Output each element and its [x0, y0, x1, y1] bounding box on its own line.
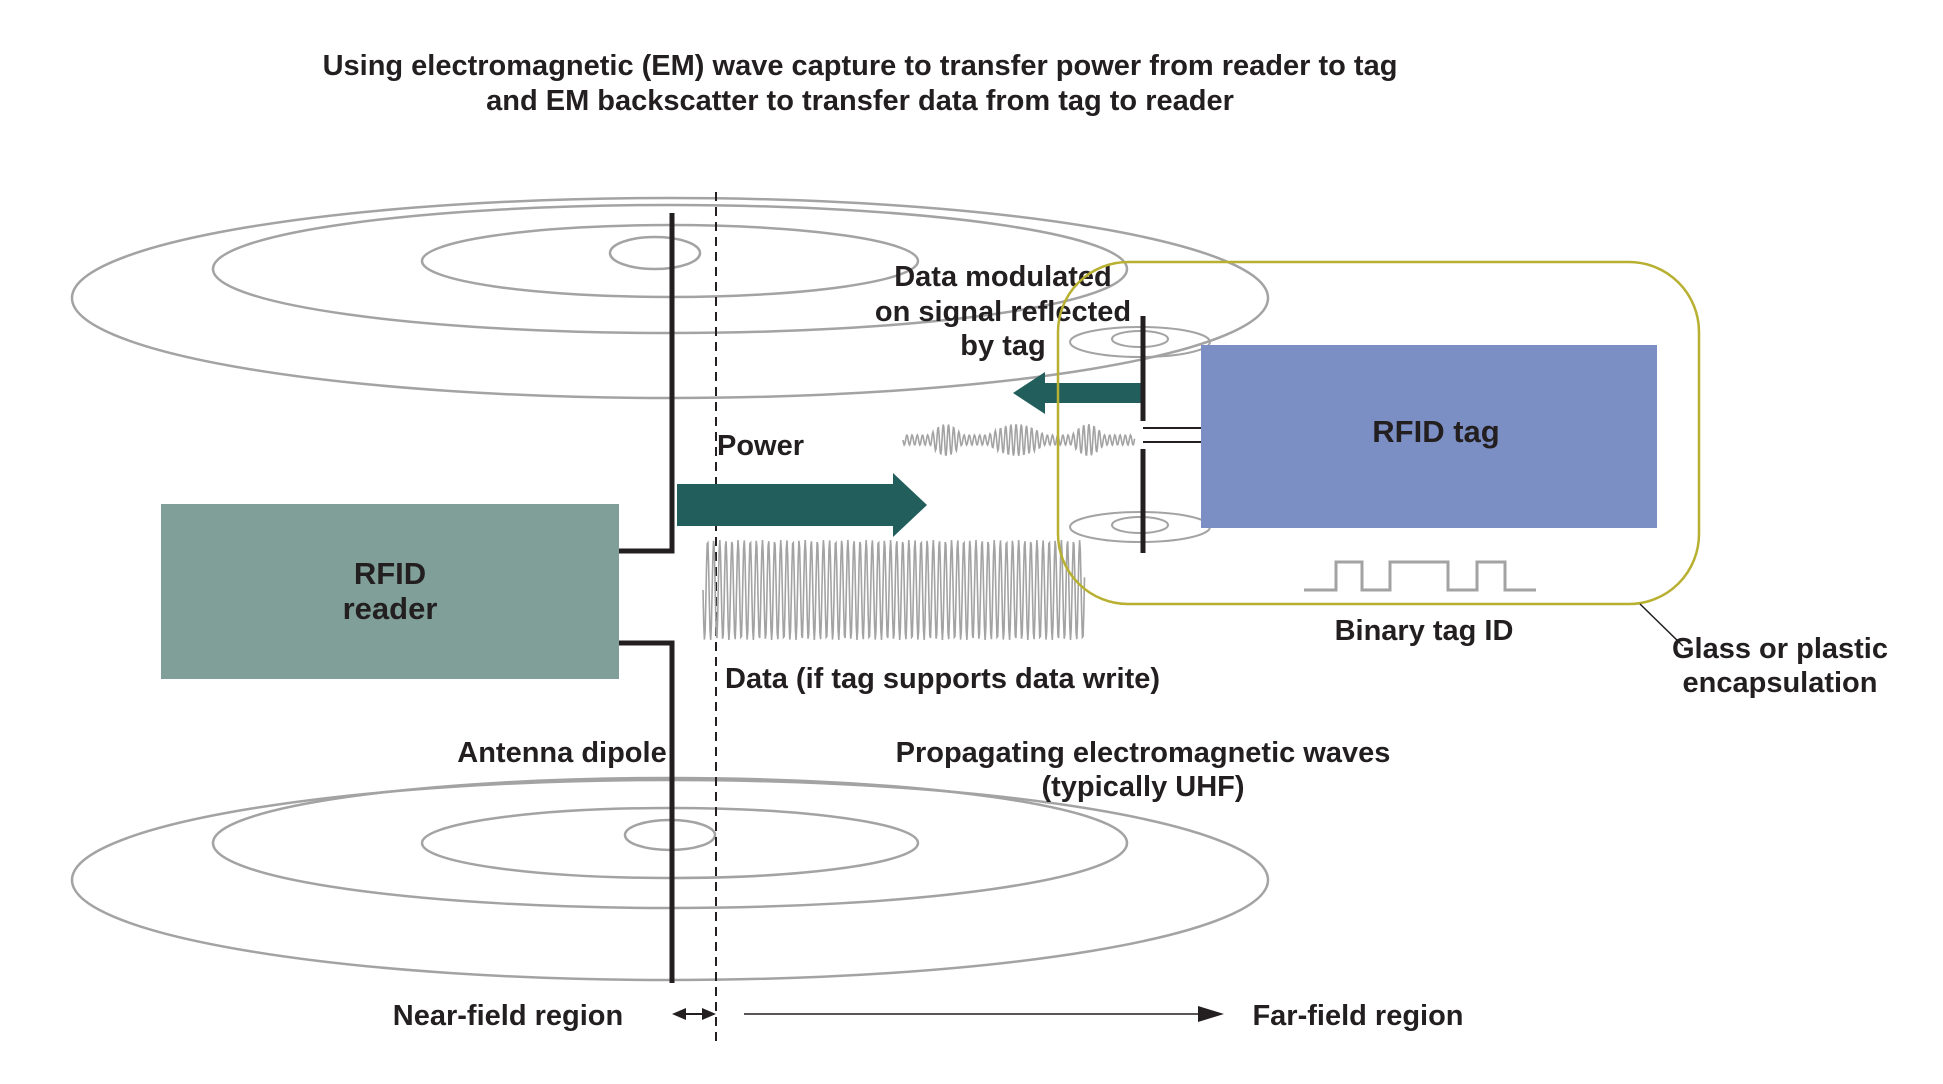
tag-encapsulation — [1056, 260, 1701, 606]
antenna-dipole-label: Antenna dipole — [457, 737, 666, 769]
far-field-arrow — [744, 1006, 1224, 1022]
field-ellipse — [608, 235, 702, 271]
tag-field-ellipse — [1069, 326, 1211, 358]
encapsulation-leader-line — [1639, 603, 1684, 647]
binary-tag-id-waveform — [1304, 560, 1536, 592]
rfid-tag-label: RFID tag — [1372, 414, 1499, 449]
propagating-waves-label-2: (typically UHF) — [1041, 771, 1244, 803]
modulated-label-3: by tag — [960, 330, 1045, 362]
antenna-lower-arm — [619, 640, 675, 983]
antenna-upper-arm — [619, 213, 675, 554]
tag-field-ellipse — [1111, 516, 1169, 534]
title-line-1: Using electromagnetic (EM) wave capture … — [323, 50, 1398, 82]
rfid-tag-box — [1201, 345, 1657, 528]
rfid-tag: RFID tag — [1201, 345, 1657, 528]
modulated-label-2: on signal reflected — [875, 296, 1131, 328]
rfid-reader-label-2: reader — [343, 591, 438, 626]
rfid-reader-box — [161, 504, 619, 679]
near-field-arrowhead-right — [702, 1008, 716, 1020]
rfid-reader: RFID reader — [161, 504, 619, 679]
title-line-2: and EM backscatter to transfer data from… — [486, 85, 1234, 117]
data-write-wave — [702, 539, 1086, 641]
near-field-arrow — [672, 1008, 716, 1020]
power-arrow — [677, 473, 927, 537]
binary-tag-id-label: Binary tag ID — [1335, 615, 1514, 647]
power-label: Power — [717, 430, 804, 462]
propagating-waves-label-1: Propagating electromagnetic waves — [896, 737, 1391, 769]
near-field-arrowhead-left — [672, 1008, 686, 1020]
far-field-arrowhead — [1198, 1006, 1224, 1022]
tag-field-ellipse — [1111, 330, 1169, 348]
far-field-label: Far-field region — [1252, 1000, 1463, 1032]
encapsulation-label-1: Glass or plastic — [1672, 633, 1888, 665]
backscatter-arrow — [1013, 372, 1143, 414]
reader-antenna-dipole — [619, 213, 675, 983]
rfid-reader-label-1: RFID — [354, 556, 426, 591]
backscatter-wave — [902, 424, 1136, 456]
encapsulation-label-2: encapsulation — [1683, 667, 1878, 699]
modulated-label-1: Data modulated — [894, 261, 1112, 293]
data-write-label: Data (if tag supports data write) — [725, 663, 1160, 695]
tag-antenna-dipole — [1140, 316, 1203, 553]
near-field-label: Near-field region — [393, 1000, 623, 1032]
